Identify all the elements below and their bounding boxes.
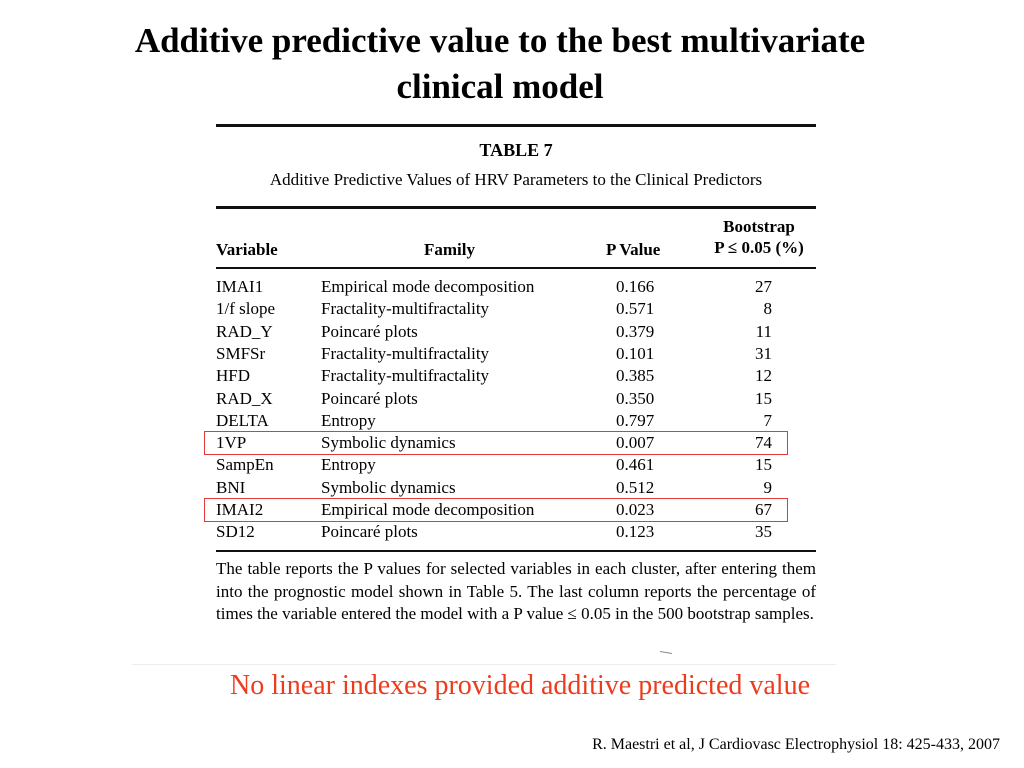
cell-variable: RAD_X xyxy=(216,388,273,408)
table-image: TABLE 7 Additive Predictive Values of HR… xyxy=(132,120,836,665)
header-bootstrap-line2: P ≤ 0.05 (%) xyxy=(714,238,804,257)
cell-p-value: 0.797 xyxy=(616,410,655,430)
scan-mark xyxy=(660,650,672,655)
cell-variable: BNI xyxy=(216,477,246,497)
cell-variable: SD12 xyxy=(216,522,255,542)
cell-variable: SMFSr xyxy=(216,343,266,363)
cell-bootstrap: 27 xyxy=(755,277,772,296)
table-row: RAD_Y Poincaré plots 0.379 11 xyxy=(216,321,816,343)
table-row: 1VP Symbolic dynamics 0.007 74 xyxy=(216,432,816,454)
table-row: 1/f slope Fractality-multifractality 0.571… xyxy=(216,298,816,320)
cell-p-value: 0.461 xyxy=(616,455,655,475)
cell-bootstrap: 8 xyxy=(763,299,773,319)
cell-p-value: 0.571 xyxy=(616,299,655,319)
table-caption: Additive Predictive Values of HRV Parame… xyxy=(269,170,763,189)
table-row: IMAI1 Empirical mode decomposition 0.166 27 xyxy=(216,276,816,298)
cell-variable: DELTA xyxy=(216,410,269,430)
cell-bootstrap: 15 xyxy=(755,455,772,475)
cell-bootstrap: 67 xyxy=(755,500,772,519)
table-top-rule xyxy=(216,124,816,127)
table-row: IMAI2 Empirical mode decomposition 0.023 67 xyxy=(216,499,816,521)
cell-family: Fractality-multifractality xyxy=(321,299,490,319)
cell-p-value: 0.385 xyxy=(616,366,655,386)
cell-bootstrap: 31 xyxy=(755,343,772,363)
cell-family: Poincaré plots xyxy=(321,522,418,542)
cell-variable: HFD xyxy=(216,366,251,386)
cell-variable: IMAI1 xyxy=(216,277,264,296)
cell-family: Entropy xyxy=(321,410,376,430)
cell-bootstrap: 7 xyxy=(763,410,773,430)
cell-p-value: 0.350 xyxy=(616,388,655,408)
table-row: RAD_X Poincaré plots 0.350 15 xyxy=(216,388,816,410)
cell-variable: RAD_Y xyxy=(216,321,273,341)
table-label: TABLE 7 xyxy=(479,140,553,160)
slide-title-line2: clinical model xyxy=(396,67,604,106)
header-p-value: P Value xyxy=(606,240,661,259)
header-family: Family xyxy=(424,240,475,259)
highlight-box xyxy=(204,498,788,522)
table-row: SMFSr Fractality-multifractality 0.101 31 xyxy=(216,343,816,365)
cell-family: Entropy xyxy=(321,455,376,475)
table-row: HFD Fractality-multifractality 0.385 12 xyxy=(216,365,816,387)
cell-variable: SampEn xyxy=(216,455,274,475)
table-row: BNI Symbolic dynamics 0.512 9 xyxy=(216,477,816,499)
cell-family: Fractality-multifractality xyxy=(321,366,490,386)
cell-p-value: 0.101 xyxy=(616,343,655,363)
conclusion-text: No linear indexes provided additive pred… xyxy=(229,670,810,701)
table-row: SampEn Entropy 0.461 15 xyxy=(216,454,816,476)
cell-family: Poincaré plots xyxy=(321,388,418,408)
cell-family: Empirical mode decomposition xyxy=(321,500,535,519)
cell-family: Symbolic dynamics xyxy=(321,433,456,453)
slide-title: Additive predictive value to the best mu… xyxy=(0,18,1000,110)
cell-p-value: 0.166 xyxy=(616,277,655,296)
table-row: DELTA Entropy 0.797 7 xyxy=(216,410,816,432)
cell-variable: IMAI2 xyxy=(216,500,264,519)
cell-p-value: 0.512 xyxy=(616,477,655,497)
header-bootstrap: Bootstrap P ≤ 0.05 (%) xyxy=(702,216,816,258)
table-row: SD12 Poincaré plots 0.123 35 xyxy=(216,521,816,543)
cell-variable: 1/f slope xyxy=(216,299,276,319)
cell-bootstrap: 74 xyxy=(755,433,772,453)
cell-p-value: 0.023 xyxy=(616,500,655,519)
slide-title-line1: Additive predictive value to the best mu… xyxy=(134,21,866,60)
table-footnote: The table reports the P values for selec… xyxy=(216,559,816,623)
cell-bootstrap: 35 xyxy=(755,522,772,542)
highlight-box xyxy=(204,431,788,456)
table-header-rule xyxy=(216,267,816,269)
cell-bootstrap: 9 xyxy=(763,477,773,497)
cell-family: Poincaré plots xyxy=(321,321,418,341)
citation: R. Maestri et al, J Cardiovasc Electroph… xyxy=(592,736,1000,753)
cell-bootstrap: 11 xyxy=(755,321,772,341)
cell-p-value: 0.007 xyxy=(616,433,655,453)
cell-variable: 1VP xyxy=(216,433,247,453)
cell-family: Fractality-multifractality xyxy=(321,343,490,363)
cell-bootstrap: 12 xyxy=(755,366,772,386)
cell-p-value: 0.379 xyxy=(616,321,655,341)
header-bootstrap-line1: Bootstrap xyxy=(723,217,795,236)
cell-family: Symbolic dynamics xyxy=(321,477,456,497)
cell-bootstrap: 15 xyxy=(755,388,772,408)
cell-family: Empirical mode decomposition xyxy=(321,277,535,296)
table-bottom-rule xyxy=(216,550,816,552)
table-caption-rule xyxy=(216,206,816,209)
header-variable: Variable xyxy=(216,240,278,259)
cell-p-value: 0.123 xyxy=(616,522,655,542)
